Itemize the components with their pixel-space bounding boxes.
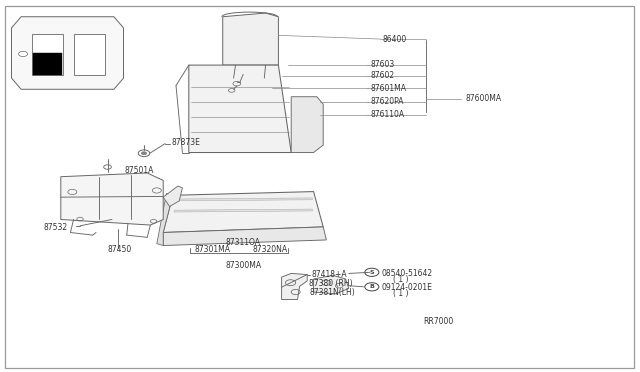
Text: B: B xyxy=(369,284,374,289)
Polygon shape xyxy=(163,186,182,206)
Text: RR7000: RR7000 xyxy=(424,317,454,326)
Text: 09124-0201E: 09124-0201E xyxy=(381,283,432,292)
Text: 876110A: 876110A xyxy=(371,110,404,119)
Text: 87418+A: 87418+A xyxy=(312,270,348,279)
Text: 87450: 87450 xyxy=(108,246,132,254)
Text: 87601MA: 87601MA xyxy=(371,84,406,93)
Text: 87532: 87532 xyxy=(44,223,68,232)
Bar xyxy=(32,34,63,75)
Polygon shape xyxy=(282,273,307,299)
Text: 87301MA: 87301MA xyxy=(195,246,230,254)
Text: 87600MA: 87600MA xyxy=(466,94,502,103)
Bar xyxy=(33,54,62,75)
Circle shape xyxy=(138,150,150,157)
Text: ( 1 ): ( 1 ) xyxy=(393,275,408,284)
Polygon shape xyxy=(61,173,163,225)
Polygon shape xyxy=(163,227,326,246)
Polygon shape xyxy=(314,275,349,294)
Text: ( 1 ): ( 1 ) xyxy=(393,289,408,298)
Polygon shape xyxy=(223,13,278,65)
Text: 87602: 87602 xyxy=(371,71,395,80)
Polygon shape xyxy=(189,65,291,153)
Polygon shape xyxy=(291,97,323,153)
Polygon shape xyxy=(12,17,124,89)
Text: 87380 (RH): 87380 (RH) xyxy=(309,279,353,288)
Text: 87311OA: 87311OA xyxy=(225,238,260,247)
Polygon shape xyxy=(174,209,312,212)
Text: 08540-51642: 08540-51642 xyxy=(381,269,433,278)
Polygon shape xyxy=(157,193,173,246)
Text: 87620PA: 87620PA xyxy=(371,97,404,106)
Text: 87320NA: 87320NA xyxy=(253,246,288,254)
Polygon shape xyxy=(174,198,312,201)
Circle shape xyxy=(365,268,379,276)
Polygon shape xyxy=(163,192,323,232)
Text: S: S xyxy=(369,270,374,275)
Text: 87603: 87603 xyxy=(371,60,395,69)
Bar xyxy=(74,34,105,75)
Text: 86400: 86400 xyxy=(383,35,407,44)
Text: 87873E: 87873E xyxy=(172,138,200,147)
Circle shape xyxy=(365,283,379,291)
Text: 87501A: 87501A xyxy=(125,166,154,174)
Circle shape xyxy=(104,165,111,169)
Circle shape xyxy=(19,51,28,57)
Circle shape xyxy=(141,152,147,155)
Text: 87381N(LH): 87381N(LH) xyxy=(309,288,355,296)
Text: 87300MA: 87300MA xyxy=(225,262,261,270)
